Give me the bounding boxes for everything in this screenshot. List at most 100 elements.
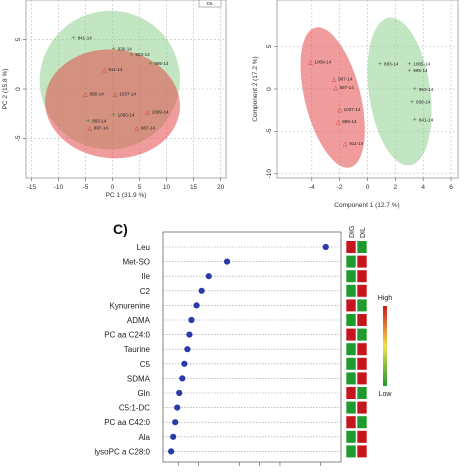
vip-feature-label: PC aa C24:0	[104, 331, 150, 340]
pca-x-tick-label: 20	[217, 184, 225, 191]
pca-x-tick-label: -10	[54, 184, 64, 191]
pca-x-tick-label: -5	[83, 184, 89, 191]
plsda-confidence-ellipse	[367, 17, 432, 166]
heatmap-cell	[345, 415, 357, 429]
vip-score-dot	[205, 273, 212, 280]
vip-score-dot	[223, 258, 231, 265]
plsda-point-marker: +	[413, 117, 417, 124]
heatmap-cell	[345, 357, 357, 371]
heatmap-cell	[345, 444, 357, 459]
vip-feature-label: Ile	[142, 272, 151, 281]
plsda-x-tick-label: 6	[449, 184, 453, 191]
pca-point-label: 939-14	[118, 46, 133, 51]
heatmap-cell	[345, 327, 357, 342]
heatmap-cell	[356, 298, 368, 313]
plsda-point-label: 895-14	[342, 119, 357, 124]
pca-x-axis-label: PC 1 (31.9 %)	[106, 192, 147, 199]
pca-y-tick-label: 5	[15, 37, 22, 41]
vip-feature-label: Gln	[138, 389, 150, 398]
pca-point-marker: △	[87, 126, 92, 132]
plsda-score-plot: +883-14 +1065-14+ 995-14+ 953-14+ 939-14+ 841…	[252, 0, 459, 209]
panel-c-label: C)	[113, 221, 128, 237]
plsda-point-label: 987-14	[338, 77, 353, 82]
heatmap-cell	[356, 327, 368, 342]
heatmap-cell	[356, 255, 368, 269]
plsda-point-marker: +	[413, 86, 417, 93]
plsda-x-tick-label: 0	[366, 184, 370, 191]
vip-feature-label: lysoPC a C28:0	[94, 447, 150, 456]
plsda-point-marker: △	[343, 141, 348, 147]
heatmap-cell	[345, 342, 357, 356]
plsda-point-marker: +	[407, 61, 411, 68]
pca-confidence-ellipse	[45, 49, 180, 159]
plsda-point-marker: +	[378, 61, 382, 68]
heatmap-column-label: DIL	[360, 227, 367, 238]
pca-y-tick-label: -5	[15, 135, 22, 141]
plsda-x-tick-label: 2	[394, 184, 398, 191]
plsda-point-label: 1065-14	[413, 61, 430, 66]
pca-point-label: 841-14	[78, 35, 93, 40]
pca-x-tick-label: 0	[111, 184, 115, 191]
pca-point-label: 953-14	[135, 52, 150, 57]
vip-score-dot	[322, 243, 329, 251]
pca-point-marker: +	[86, 118, 90, 125]
vip-score-dot	[176, 389, 183, 397]
heatmap-cell	[356, 400, 368, 415]
pca-point-label: 1009-14	[152, 110, 169, 115]
vip-score-dot	[179, 375, 186, 382]
pca-x-tick-label: 5	[138, 184, 142, 191]
vip-score-dot	[168, 448, 175, 455]
vip-feature-label: Ala	[138, 433, 150, 442]
heatmap-cell	[345, 371, 357, 386]
heatmap-column-label: DIG	[349, 226, 356, 238]
heatmap-cell	[356, 444, 368, 459]
heatmap-cell	[356, 240, 368, 254]
heatmap-cell	[345, 240, 357, 254]
plsda-x-tick-label: -4	[309, 184, 315, 191]
heatmap-cell	[356, 357, 368, 371]
pca-x-tick-label: 15	[190, 184, 198, 191]
pca-score-plot: +841-14+ 939-14+ 953-14+ 995-14+ 883-14+ 1065…	[2, 0, 227, 199]
pca-point-label: 895-14	[89, 92, 104, 97]
pca-point-marker: +	[72, 35, 76, 42]
pca-point-marker: △	[145, 110, 150, 116]
color-scale-legend: High Low	[378, 295, 393, 398]
heatmap-cell	[356, 342, 368, 356]
plsda-y-tick-label: 0	[266, 87, 273, 91]
plsda-point-label: 911-14	[349, 141, 363, 146]
heatmap-cell	[356, 415, 368, 429]
vip-score-dot	[174, 404, 181, 411]
heatmap-cell	[356, 313, 368, 327]
plsda-x-tick-label: -2	[337, 184, 343, 191]
plsda-y-tick-label: -10	[266, 169, 273, 179]
plsda-point-label: 995-14	[413, 68, 428, 73]
vip-score-dot	[181, 360, 188, 367]
plsda-point-label: 897-14	[339, 85, 354, 90]
heatmap-cell	[345, 430, 357, 444]
heatmap-cell	[345, 298, 357, 313]
vip-feature-label: Taurine	[124, 345, 151, 354]
pca-point-marker: +	[112, 46, 116, 53]
plsda-x-axis-label: Component 1 (12.7 %)	[334, 202, 399, 209]
pca-point-marker: △	[102, 67, 107, 73]
plsda-point-marker: △	[337, 108, 342, 114]
plsda-point-marker: +	[407, 68, 411, 75]
plsda-point-label: 883-14	[384, 61, 399, 66]
plsda-point-label: 939-14	[416, 100, 431, 105]
plsda-y-tick-label: 5	[266, 44, 273, 48]
pca-legend-entry: DIL	[206, 1, 214, 6]
pca-point-label: 911-14	[108, 67, 122, 72]
pca-point-marker: △	[113, 92, 118, 98]
pca-point-label: 987-14	[141, 125, 156, 130]
heatmap-cell	[356, 371, 368, 386]
heatmap-cell	[345, 284, 357, 298]
plsda-point-label: 1009-14	[314, 60, 331, 65]
plsda-x-tick-label: 4	[421, 184, 425, 191]
pca-point-marker: +	[112, 112, 116, 119]
pca-point-marker: △	[134, 126, 139, 132]
vip-score-dot	[198, 287, 205, 294]
heatmap-cell	[356, 284, 368, 298]
plsda-point-label: 953-14	[419, 87, 434, 92]
vip-feature-label: C2	[140, 287, 151, 296]
